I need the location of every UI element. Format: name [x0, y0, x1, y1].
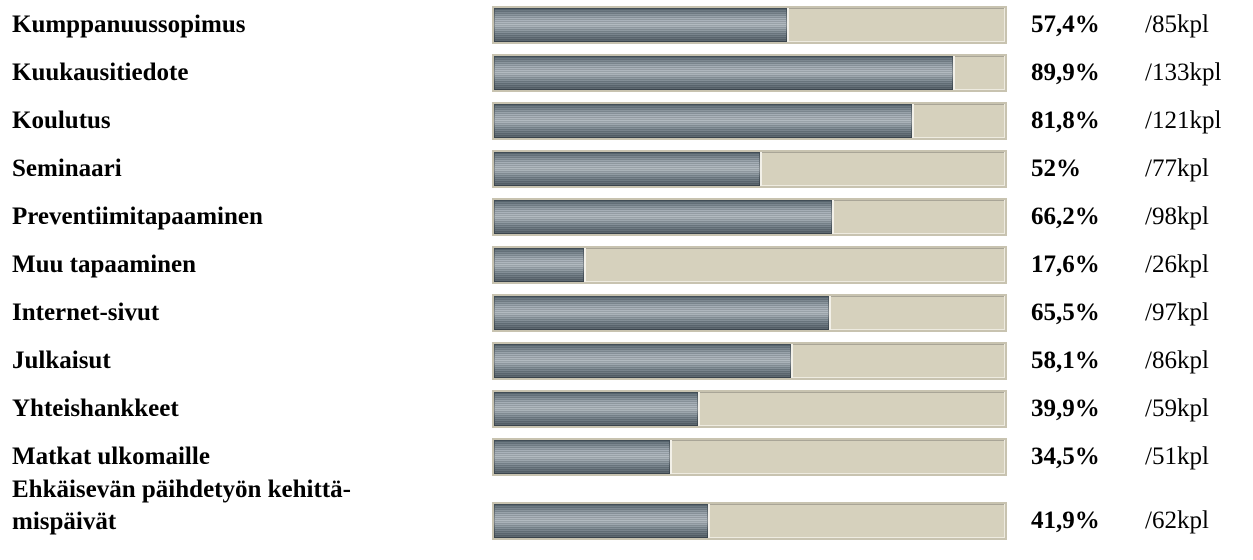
- count-label: /51kpl: [1145, 443, 1209, 470]
- percent-label: 17,6%: [1031, 251, 1100, 278]
- percent-label: 52%: [1031, 155, 1081, 182]
- count-label: /62kpl: [1145, 507, 1209, 534]
- count-label: /59kpl: [1145, 395, 1209, 422]
- category-label: Julkaisut: [12, 347, 111, 374]
- bar: [494, 8, 789, 42]
- percent-label: 81,8%: [1031, 107, 1100, 134]
- count-label: /121kpl: [1145, 107, 1222, 134]
- bar-track: [492, 502, 1007, 540]
- category-label: Kumppanuussopimus: [12, 11, 246, 38]
- count-label: /85kpl: [1145, 11, 1209, 38]
- count-label: /98kpl: [1145, 203, 1209, 230]
- percent-label: 58,1%: [1031, 347, 1100, 374]
- count-label: /133kpl: [1145, 59, 1222, 86]
- bar-track: [492, 294, 1007, 332]
- bar-track: [492, 54, 1007, 92]
- category-label: Koulutus: [12, 107, 111, 134]
- percent-label: 41,9%: [1031, 507, 1100, 534]
- bar-track: [492, 198, 1007, 236]
- bar-track: [492, 102, 1007, 140]
- bar-track: [492, 6, 1007, 44]
- bar: [494, 440, 672, 474]
- bar-track: [492, 342, 1007, 380]
- category-label: Muu tapaaminen: [12, 251, 197, 278]
- bar: [494, 104, 914, 138]
- category-label: Kuukausitiedote: [12, 59, 189, 86]
- percent-label: 39,9%: [1031, 395, 1100, 422]
- bar: [494, 296, 831, 330]
- category-label: Yhteishankkeet: [12, 395, 179, 422]
- percent-label: 65,5%: [1031, 299, 1100, 326]
- category-label: Ehkäisevän päihdetyön kehittä- mispäivät: [12, 476, 351, 535]
- count-label: /86kpl: [1145, 347, 1209, 374]
- percent-label: 57,4%: [1031, 11, 1100, 38]
- bar: [494, 248, 586, 282]
- category-label: Preventiimitapaaminen: [12, 203, 263, 230]
- bar-track: [492, 246, 1007, 284]
- bar: [494, 200, 834, 234]
- bar: [494, 152, 762, 186]
- percent-label: 66,2%: [1031, 203, 1100, 230]
- bar: [494, 504, 710, 538]
- percent-label: 34,5%: [1031, 443, 1100, 470]
- bar-track: [492, 390, 1007, 428]
- bar: [494, 344, 793, 378]
- category-label: Seminaari: [12, 155, 122, 182]
- bar: [494, 56, 955, 90]
- category-label: Internet-sivut: [12, 299, 160, 326]
- count-label: /26kpl: [1145, 251, 1209, 278]
- percent-label: 89,9%: [1031, 59, 1100, 86]
- count-label: /77kpl: [1145, 155, 1209, 182]
- category-label: Matkat ulkomaille: [12, 443, 210, 470]
- count-label: /97kpl: [1145, 299, 1209, 326]
- bar: [494, 392, 700, 426]
- bar-track: [492, 150, 1007, 188]
- bar-track: [492, 438, 1007, 476]
